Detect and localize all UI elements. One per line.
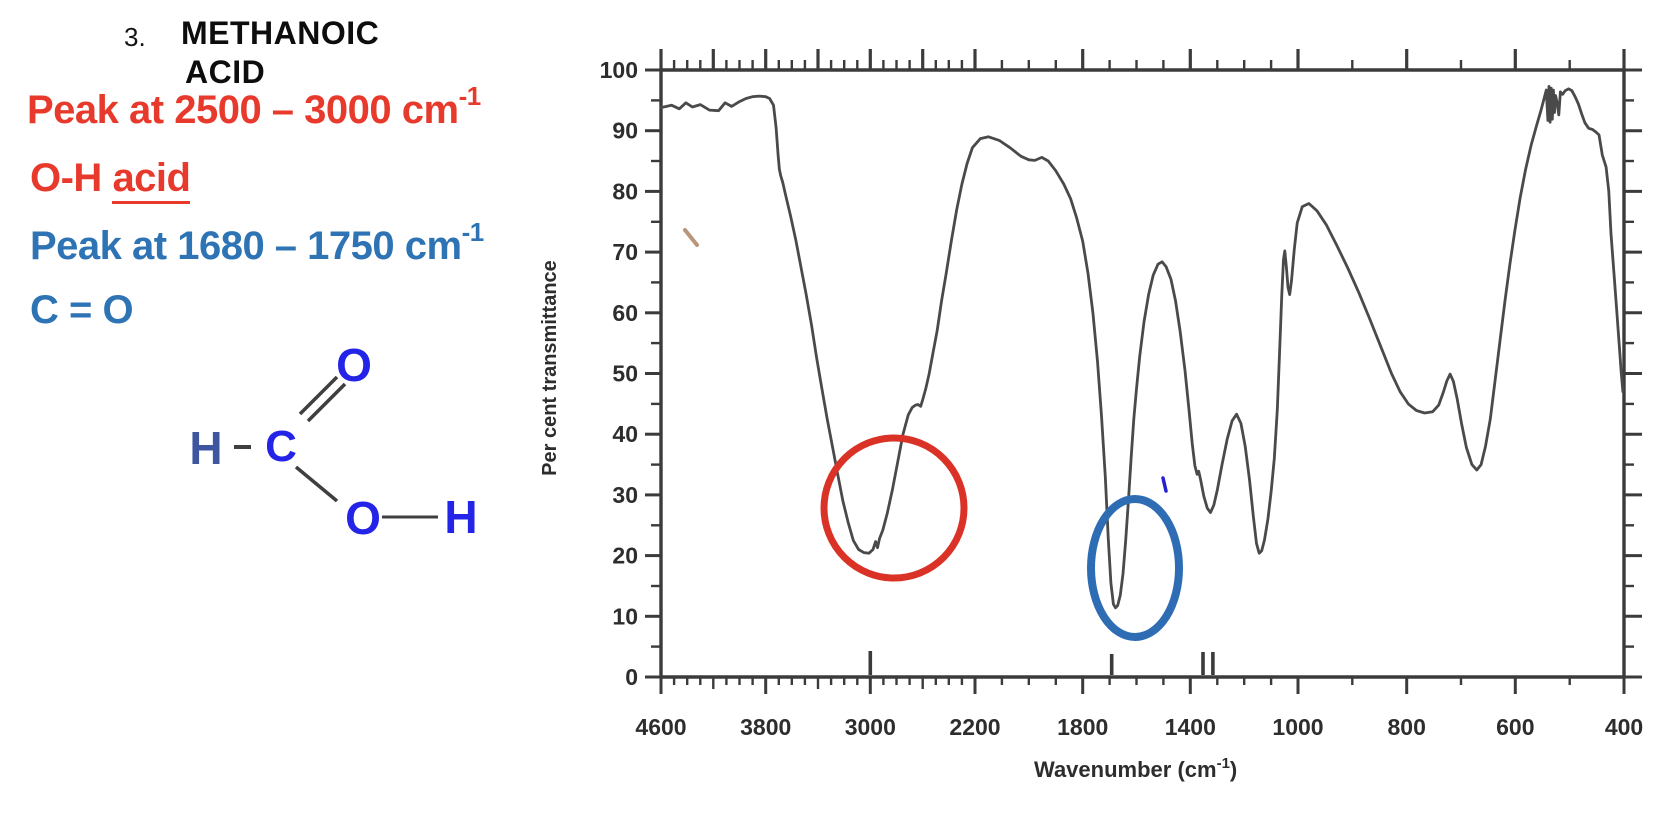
y-tick-label: 50 [612,361,638,387]
atom-h-right: H [444,491,477,543]
x-tick-label: 2200 [949,714,1000,740]
y-tick-label: 60 [612,300,638,326]
oh-peak-text: Peak at 2500 – 3000 cm [27,88,459,132]
x-tick-label: 400 [1605,714,1643,740]
stray-blue-pen-mark [1161,476,1168,493]
stray-scratch-mark [683,228,699,247]
y-tick-label: 10 [612,603,638,629]
x-tick-label: 600 [1496,714,1534,740]
x-axis-label-close: ) [1230,757,1237,782]
oh-group-note: O-H acid [30,156,191,204]
c-o-double-bond-line2 [306,382,347,423]
atom-c: C [265,422,297,471]
y-tick-label: 40 [612,421,638,447]
co-peak-superscript: -1 [461,216,485,247]
title-line-1: METHANOIC [181,15,380,51]
bottom-axis-ticks [659,676,1626,694]
plot-frame [659,68,1626,679]
co-group-note: C = O [30,288,134,332]
x-tick-label: 1400 [1165,714,1216,740]
y-axis-label: Per cent transmittance [539,260,561,476]
spectrum-trace [659,85,1625,610]
co-peak-text: Peak at 1680 – 1750 cm [30,224,462,268]
x-axis-label: Wavenumber (cm-1) [1034,755,1237,782]
methanoic-acid-structure: H C O O H [189,339,477,544]
x-tick-label: 1000 [1272,714,1323,740]
atom-o-bottom: O [345,492,381,544]
y-tick-label: 90 [612,118,638,144]
co-region-highlight-ellipse [1087,495,1183,641]
x-tick-label: 800 [1388,714,1426,740]
c-o-single-bond [294,465,339,503]
top-axis-ticks [659,49,1626,71]
x-tick-label: 3800 [740,714,791,740]
atom-h-left: H [189,422,222,474]
x-tick-label: 4600 [635,714,686,740]
compound-title: METHANOIC ACID [181,14,379,92]
atom-o-top: O [336,339,372,391]
y-tick-label: 0 [625,664,638,690]
oh-group-prefix: O-H [30,156,113,200]
y-tick-label: 80 [612,178,638,204]
c-o-double-bond-line1 [298,375,339,416]
oh-peak-superscript: -1 [458,80,482,111]
oh-group-underlined: acid [112,156,191,204]
y-tick-label: 20 [612,543,638,569]
title-line-2: ACID [185,54,266,90]
x-tick-label: 3000 [845,714,896,740]
y-tick-label: 100 [600,57,638,83]
y-tick-label: 70 [612,239,638,265]
x-axis-label-main: Wavenumber (cm [1034,757,1217,782]
oh-region-highlight-circle [820,434,968,582]
oh-peak-note: Peak at 2500 – 3000 cm-1 [27,83,481,133]
item-number: 3. [124,22,146,52]
co-peak-note: Peak at 1680 – 1750 cm-1 [30,219,484,269]
x-tick-labels: 4600 3800 3000 2200 1800 1400 1000 800 600 400 [635,714,1643,740]
ir-spectrum-chart: 4600 3800 3000 2200 1800 1400 1000 800 600 400 10… [539,49,1643,782]
left-axis-ticks [645,68,661,679]
x-axis-label-superscript: -1 [1217,755,1230,772]
peak-marker-ticks [868,651,1215,675]
right-axis-ticks [1624,68,1642,679]
x-tick-label: 1800 [1057,714,1108,740]
spectrum-curve [659,85,1625,610]
y-tick-label: 30 [612,482,638,508]
